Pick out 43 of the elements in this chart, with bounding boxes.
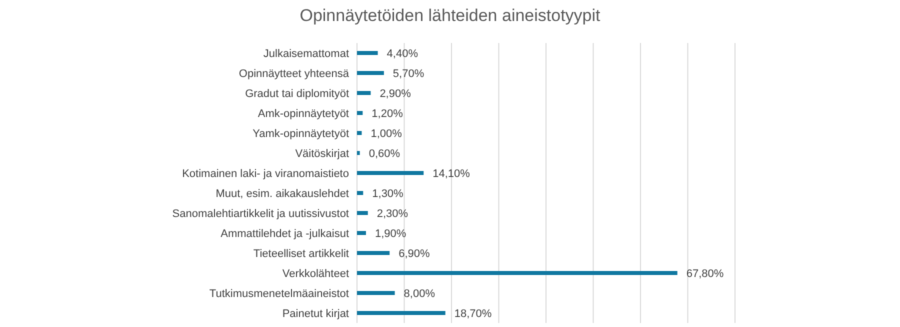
bar: [357, 91, 371, 95]
data-label: 1,00%: [370, 128, 402, 140]
data-label: 5,70%: [392, 68, 424, 80]
data-label: 4,40%: [386, 48, 418, 60]
y-tick-label: Sanomalehtiartikkelit ja uutissivustot: [172, 208, 349, 220]
bar: [357, 231, 366, 235]
bar: [357, 251, 390, 255]
y-tick-label: Ammattilehdet ja -julkaisut: [220, 228, 349, 240]
data-label: 1,20%: [372, 108, 404, 120]
bar: [357, 51, 378, 55]
y-tick-label: Muut, esim. aikakauslehdet: [216, 188, 349, 200]
bar: [357, 131, 362, 135]
bar: [357, 191, 364, 195]
data-label: 67,80%: [686, 268, 724, 280]
y-tick-label: Tieteelliset artikkelit: [253, 248, 349, 260]
bar: [357, 211, 368, 215]
bar: [357, 151, 360, 155]
y-tick-label: Julkaisemattomat: [263, 48, 349, 60]
data-label: 14,10%: [432, 168, 470, 180]
data-label: 1,30%: [372, 188, 404, 200]
data-label: 2,30%: [376, 208, 408, 220]
bar: [357, 71, 384, 75]
data-label: 1,90%: [374, 228, 406, 240]
chart-title: Opinnäytetöiden lähteiden aineistotyypit: [298, 6, 602, 26]
data-label: 18,70%: [454, 308, 492, 320]
data-label: 2,90%: [380, 88, 412, 100]
bar: [357, 111, 363, 115]
y-tick-label: Kotimainen laki- ja viranomaistieto: [182, 168, 349, 180]
bar: [357, 291, 395, 295]
bar: [357, 311, 446, 315]
bar: [357, 271, 678, 275]
y-tick-label: Opinnäytteet yhteensä: [238, 68, 350, 80]
data-label: 8,00%: [404, 288, 436, 300]
y-tick-label: Amk-opinnäytetyöt: [258, 108, 349, 120]
y-tick-label: Tutkimusmenetelmäaineistot: [209, 288, 349, 300]
y-tick-label: Yamk-opinnäytetyöt: [252, 128, 349, 140]
y-tick-label: Gradut tai diplomityöt: [245, 88, 349, 100]
y-tick-label: Väitöskirjat: [295, 148, 349, 160]
data-label: 6,90%: [398, 248, 430, 260]
y-tick-label: Verkkolähteet: [282, 268, 349, 280]
y-tick-label: Painetut kirjat: [282, 308, 349, 320]
data-label: 0,60%: [368, 148, 400, 160]
bar: [357, 171, 424, 175]
